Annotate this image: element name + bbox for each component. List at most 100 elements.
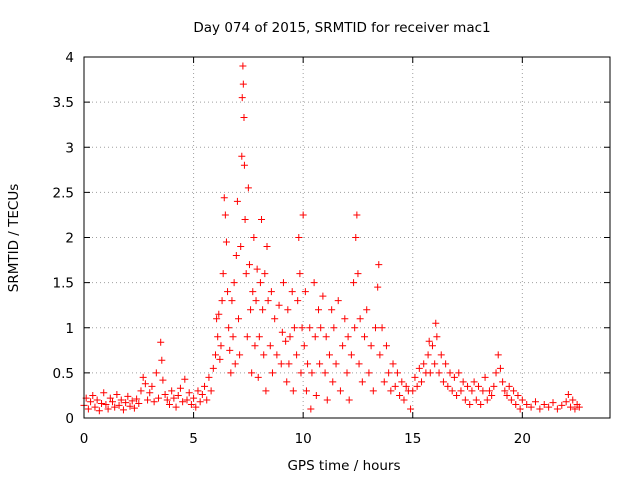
data-point — [235, 315, 243, 323]
data-point — [198, 391, 206, 399]
data-point — [256, 279, 264, 287]
data-point — [148, 382, 156, 390]
data-point — [503, 391, 511, 399]
data-point — [205, 373, 213, 381]
data-point — [89, 391, 97, 399]
data-point — [266, 342, 274, 350]
data-point — [323, 396, 331, 404]
data-point — [439, 378, 447, 386]
data-point — [216, 355, 224, 363]
data-point — [310, 279, 318, 287]
data-point — [298, 324, 306, 332]
y-tick-label: 1.5 — [53, 276, 74, 292]
data-point — [492, 369, 500, 377]
data-point — [407, 405, 415, 413]
data-point — [194, 387, 202, 395]
data-point — [316, 360, 324, 368]
data-point — [241, 215, 249, 223]
data-point — [494, 351, 502, 359]
data-point — [415, 364, 423, 372]
data-point — [562, 398, 570, 406]
data-point — [300, 342, 308, 350]
data-point — [411, 373, 419, 381]
data-point — [385, 369, 393, 377]
data-point — [196, 398, 204, 406]
data-point — [209, 364, 217, 372]
data-point — [290, 324, 298, 332]
data-point — [485, 387, 493, 395]
data-point — [218, 297, 226, 305]
data-point — [518, 396, 526, 404]
data-point — [382, 342, 390, 350]
data-point — [135, 400, 143, 408]
data-point — [549, 399, 557, 407]
data-point — [453, 391, 461, 399]
data-point — [165, 400, 173, 408]
data-point — [104, 405, 112, 413]
data-point — [387, 387, 395, 395]
data-point — [190, 394, 198, 402]
data-point — [378, 324, 386, 332]
data-point — [446, 369, 454, 377]
data-point — [179, 398, 187, 406]
data-point — [238, 152, 246, 160]
data-point — [477, 400, 485, 408]
data-point — [351, 324, 359, 332]
data-point — [425, 337, 433, 345]
data-point — [268, 369, 276, 377]
data-points — [80, 62, 583, 415]
data-point — [344, 333, 352, 341]
data-point — [183, 396, 191, 404]
data-point — [457, 387, 465, 395]
data-point — [319, 292, 327, 300]
data-point — [409, 387, 417, 395]
data-point — [321, 369, 329, 377]
data-point — [461, 396, 469, 404]
data-point — [558, 401, 566, 409]
data-point — [222, 238, 230, 246]
data-point — [536, 405, 544, 413]
data-point — [371, 324, 379, 332]
data-point — [455, 369, 463, 377]
data-point — [286, 333, 294, 341]
data-point — [297, 369, 305, 377]
data-point — [128, 397, 136, 405]
y-tick-label: 1 — [65, 321, 74, 337]
y-tick-label: 3 — [65, 140, 74, 156]
data-point — [253, 265, 261, 273]
data-point — [231, 360, 239, 368]
data-point — [122, 399, 130, 407]
data-point — [490, 382, 498, 390]
data-point — [284, 306, 292, 314]
data-point — [139, 373, 147, 381]
data-point — [329, 378, 337, 386]
y-tick-label: 2 — [65, 231, 74, 247]
axis-ticks — [83, 56, 610, 419]
data-point — [564, 391, 572, 399]
data-point — [150, 398, 158, 406]
data-point — [146, 389, 154, 397]
data-point — [356, 315, 364, 323]
data-point — [124, 392, 132, 400]
data-point — [187, 400, 195, 408]
data-point — [252, 297, 260, 305]
data-point — [93, 396, 101, 404]
data-point — [332, 360, 340, 368]
data-point — [496, 364, 504, 372]
data-point — [283, 378, 291, 386]
data-point — [213, 315, 221, 323]
data-point — [398, 378, 406, 386]
data-point — [374, 283, 382, 291]
data-point — [523, 400, 531, 408]
data-point — [365, 369, 373, 377]
y-axis-label: SRMTID / TECUs — [6, 184, 22, 292]
data-point — [251, 342, 259, 350]
data-point — [311, 333, 319, 341]
data-point — [448, 387, 456, 395]
data-point — [260, 351, 268, 359]
data-point — [95, 407, 103, 415]
data-point — [375, 261, 383, 269]
data-point — [273, 351, 281, 359]
data-point — [413, 382, 421, 390]
data-point — [84, 405, 92, 413]
